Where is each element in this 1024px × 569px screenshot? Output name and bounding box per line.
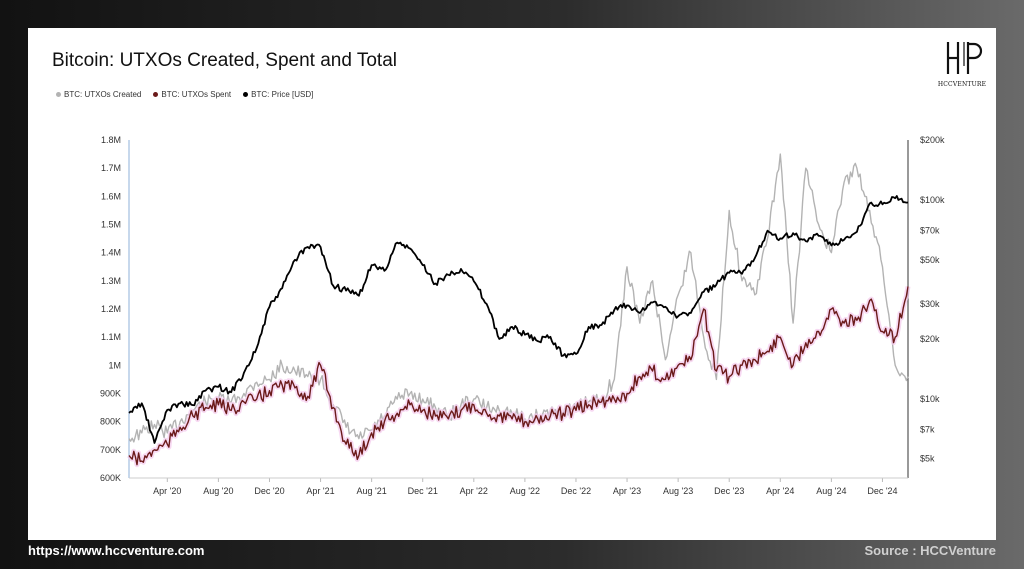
x-tick-label: Dec '24 xyxy=(867,486,897,496)
legend-label-price: BTC: Price [USD] xyxy=(251,90,314,99)
legend-item-utxos-created[interactable]: BTC: UTXOs Created xyxy=(56,90,141,99)
left-axis: 600K 700K 800K 900K 1M 1.1M 1.2M 1.3M 1.4M 1.5M 1.… xyxy=(100,135,121,483)
right-tick-label: $7k xyxy=(920,425,935,435)
x-tick-label: Apr '23 xyxy=(613,486,641,496)
x-tick-label: Aug '22 xyxy=(510,486,540,496)
x-tick-label: Apr '21 xyxy=(306,486,334,496)
left-tick-label: 600K xyxy=(100,473,121,483)
legend: BTC: UTXOs Created BTC: UTXOs Spent BTC:… xyxy=(56,90,313,99)
legend-item-utxos-spent[interactable]: BTC: UTXOs Spent xyxy=(153,90,231,99)
right-tick-label: $100k xyxy=(920,195,945,205)
x-tick-label: Apr '24 xyxy=(766,486,794,496)
left-tick-label: 700K xyxy=(100,445,121,455)
right-axis: $5k $7k $10k $20k $30k $50k $70k $100k $200k xyxy=(920,135,945,464)
legend-label-utxos-spent: BTC: UTXOs Spent xyxy=(161,90,232,99)
left-tick-label: 1.3M xyxy=(101,276,121,286)
right-tick-label: $50k xyxy=(920,255,940,265)
right-tick-label: $70k xyxy=(920,226,940,236)
x-tick-label: Aug '21 xyxy=(357,486,387,496)
chart-title: Bitcoin: UTXOs Created, Spent and Total xyxy=(52,50,397,71)
left-tick-label: 1.2M xyxy=(101,304,121,314)
utxos-spent-line xyxy=(128,286,909,466)
legend-swatch-utxos-created xyxy=(56,92,61,97)
logo-text: HCCVENTURE xyxy=(937,81,987,88)
x-tick-label: Aug '24 xyxy=(816,486,846,496)
x-tick-label: Dec '20 xyxy=(254,486,284,496)
legend-item-price[interactable]: BTC: Price [USD] xyxy=(243,90,313,99)
right-tick-label: $10k xyxy=(920,394,940,404)
left-tick-label: 800K xyxy=(100,417,121,427)
right-tick-label: $5k xyxy=(920,454,935,464)
left-tick-label: 900K xyxy=(100,389,121,399)
chart-card: Bitcoin: UTXOs Created, Spent and Total … xyxy=(28,28,996,540)
hccventure-logo: HCCVENTURE xyxy=(934,38,990,88)
utxos-spent-glow xyxy=(127,286,911,468)
series-layer xyxy=(127,153,911,468)
left-tick-label: 1.1M xyxy=(101,332,121,342)
right-tick-label: $30k xyxy=(920,299,940,309)
logo-mark-icon xyxy=(946,42,983,74)
x-tick-label: Dec '23 xyxy=(714,486,744,496)
left-tick-label: 1M xyxy=(108,360,121,370)
x-tick-label: Dec '21 xyxy=(408,486,438,496)
left-tick-label: 1.4M xyxy=(101,248,121,258)
x-tick-label: Dec '22 xyxy=(561,486,591,496)
x-tick-label: Apr '22 xyxy=(460,486,488,496)
x-tick-label: Aug '20 xyxy=(203,486,233,496)
footer-source: Source : HCCVenture xyxy=(864,543,996,558)
footer-url[interactable]: https://www.hccventure.com xyxy=(28,543,205,558)
legend-label-utxos-created: BTC: UTXOs Created xyxy=(64,90,142,99)
utxo-chart: 600K 700K 800K 900K 1M 1.1M 1.2M 1.3M 1.4M 1.5M 1.… xyxy=(100,135,945,496)
x-axis: Apr '20 Aug '20 Dec '20 Apr '21 Aug '21 Dec '… xyxy=(153,478,898,496)
left-tick-label: 1.6M xyxy=(101,191,121,201)
legend-swatch-price xyxy=(243,92,249,97)
price-line xyxy=(128,195,909,444)
x-tick-label: Aug '23 xyxy=(663,486,693,496)
right-tick-label: $20k xyxy=(920,334,940,344)
right-tick-label: $200k xyxy=(920,135,945,145)
left-tick-label: 1.8M xyxy=(101,135,121,145)
legend-swatch-utxos-spent xyxy=(153,92,159,97)
left-tick-label: 1.5M xyxy=(101,220,121,230)
left-tick-label: 1.7M xyxy=(101,163,121,173)
x-tick-label: Apr '20 xyxy=(153,486,181,496)
